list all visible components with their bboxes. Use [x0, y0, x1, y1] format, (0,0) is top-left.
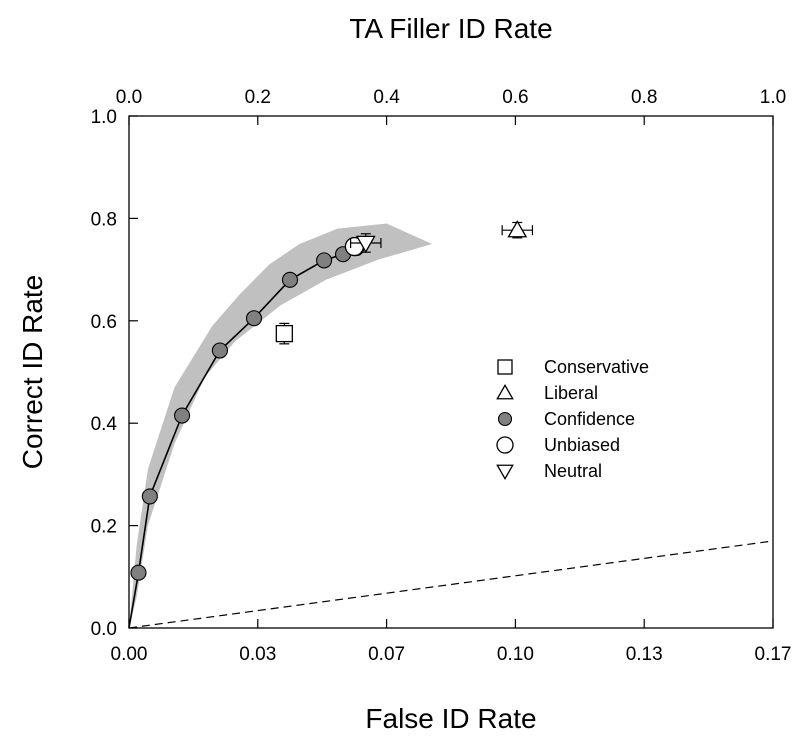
confidence-point-7 — [316, 252, 333, 269]
x-tick-label-3: 0.10 — [497, 644, 534, 665]
x-tick-label-0: 0.00 — [111, 644, 148, 665]
confidence-point-1 — [130, 564, 147, 581]
x-tick-label-1: 0.03 — [239, 644, 276, 665]
y-tick-label-2: 0.4 — [91, 414, 118, 435]
confidence-point-4 — [211, 342, 228, 359]
top-tick-label-5: 1.0 — [760, 87, 786, 108]
confidence-point-3 — [173, 407, 191, 424]
legend-marker-liberal — [496, 383, 514, 400]
legend-marker-conservative — [497, 359, 513, 375]
series-layer — [128, 220, 534, 629]
confidence-line — [128, 247, 357, 629]
ticks-layer: 0.00 0.03 0.07 0.10 0.13 0.17 0.0 0.2 0.4 0.6 0.8 1… — [91, 87, 792, 665]
y-tick-label-1: 0.2 — [91, 517, 117, 538]
confidence-band-layer — [129, 223, 433, 628]
confidence-point-5 — [245, 310, 263, 327]
liberal-point-0 — [507, 220, 528, 238]
y-axis-title: Correct ID Rate — [17, 275, 48, 470]
top-tick-label-2: 0.4 — [373, 87, 400, 108]
legend-label-confidence: Confidence — [544, 409, 635, 429]
top-axis-title: TA Filler ID Rate — [349, 13, 552, 44]
legend: Conservative Liberal Confidence Unbiased Neu… — [496, 357, 649, 481]
y-tick-label-4: 0.8 — [91, 209, 117, 230]
chance-line-layer — [128, 540, 774, 629]
series-conservative — [275, 322, 293, 345]
top-tick-label-4: 0.8 — [631, 87, 657, 108]
chance-line — [128, 540, 774, 629]
confidence-point-6 — [281, 271, 299, 288]
confidence-point-2 — [141, 488, 158, 505]
legend-label-liberal: Liberal — [544, 383, 598, 403]
y-tick-label-3: 0.6 — [91, 312, 117, 333]
legend-marker-neutral — [496, 464, 514, 481]
y-tick-label-0: 0.0 — [91, 619, 117, 640]
top-tick-label-0: 0.0 — [116, 87, 142, 108]
top-tick-label-1: 0.2 — [245, 87, 271, 108]
conservative-point-0 — [275, 324, 293, 343]
legend-label-neutral: Neutral — [544, 461, 602, 481]
y-tick-label-5: 1.0 — [91, 107, 117, 128]
x-tick-label-5: 0.17 — [755, 644, 792, 665]
x-axis-title: False ID Rate — [365, 703, 536, 734]
neutral-point-0 — [355, 235, 376, 254]
legend-label-unbiased: Unbiased — [544, 435, 620, 455]
legend-marker-unbiased — [496, 436, 514, 454]
series-liberal — [501, 220, 534, 239]
plot-frame — [128, 115, 774, 629]
series-neutral — [350, 233, 382, 254]
legend-label-conservative: Conservative — [544, 357, 649, 377]
top-tick-label-3: 0.6 — [502, 87, 528, 108]
x-tick-label-2: 0.07 — [368, 644, 405, 665]
confidence-band — [129, 223, 433, 628]
x-tick-label-4: 0.13 — [626, 644, 663, 665]
legend-marker-confidence — [497, 411, 513, 427]
